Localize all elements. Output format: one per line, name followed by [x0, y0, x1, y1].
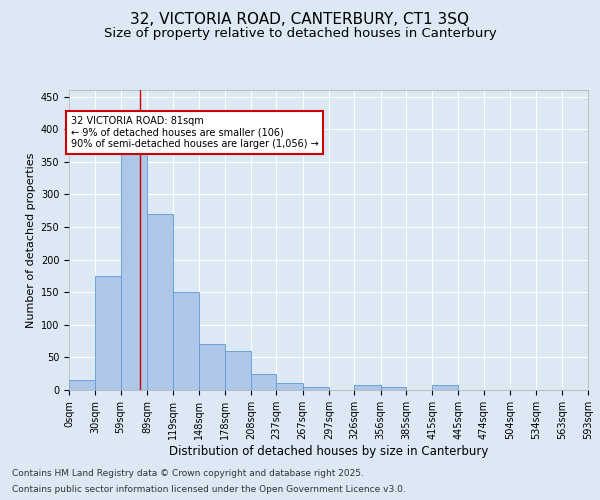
Bar [173, 292, 199, 390]
Text: Size of property relative to detached houses in Canterbury: Size of property relative to detached ho… [104, 28, 496, 40]
Bar [69, 380, 95, 390]
Text: Contains public sector information licensed under the Open Government Licence v3: Contains public sector information licen… [12, 485, 406, 494]
Bar [147, 214, 173, 390]
Bar [302, 386, 329, 390]
Text: 32, VICTORIA ROAD, CANTERBURY, CT1 3SQ: 32, VICTORIA ROAD, CANTERBURY, CT1 3SQ [131, 12, 470, 28]
Bar [225, 351, 251, 390]
Bar [199, 344, 225, 390]
Text: Contains HM Land Registry data © Crown copyright and database right 2025.: Contains HM Land Registry data © Crown c… [12, 468, 364, 477]
Bar [432, 386, 458, 390]
Bar [121, 148, 147, 390]
Bar [277, 384, 302, 390]
Bar [380, 386, 406, 390]
X-axis label: Distribution of detached houses by size in Canterbury: Distribution of detached houses by size … [169, 444, 488, 458]
Bar [95, 276, 121, 390]
Y-axis label: Number of detached properties: Number of detached properties [26, 152, 37, 328]
Bar [251, 374, 277, 390]
Text: 32 VICTORIA ROAD: 81sqm
← 9% of detached houses are smaller (106)
90% of semi-de: 32 VICTORIA ROAD: 81sqm ← 9% of detached… [71, 116, 319, 150]
Bar [355, 386, 380, 390]
